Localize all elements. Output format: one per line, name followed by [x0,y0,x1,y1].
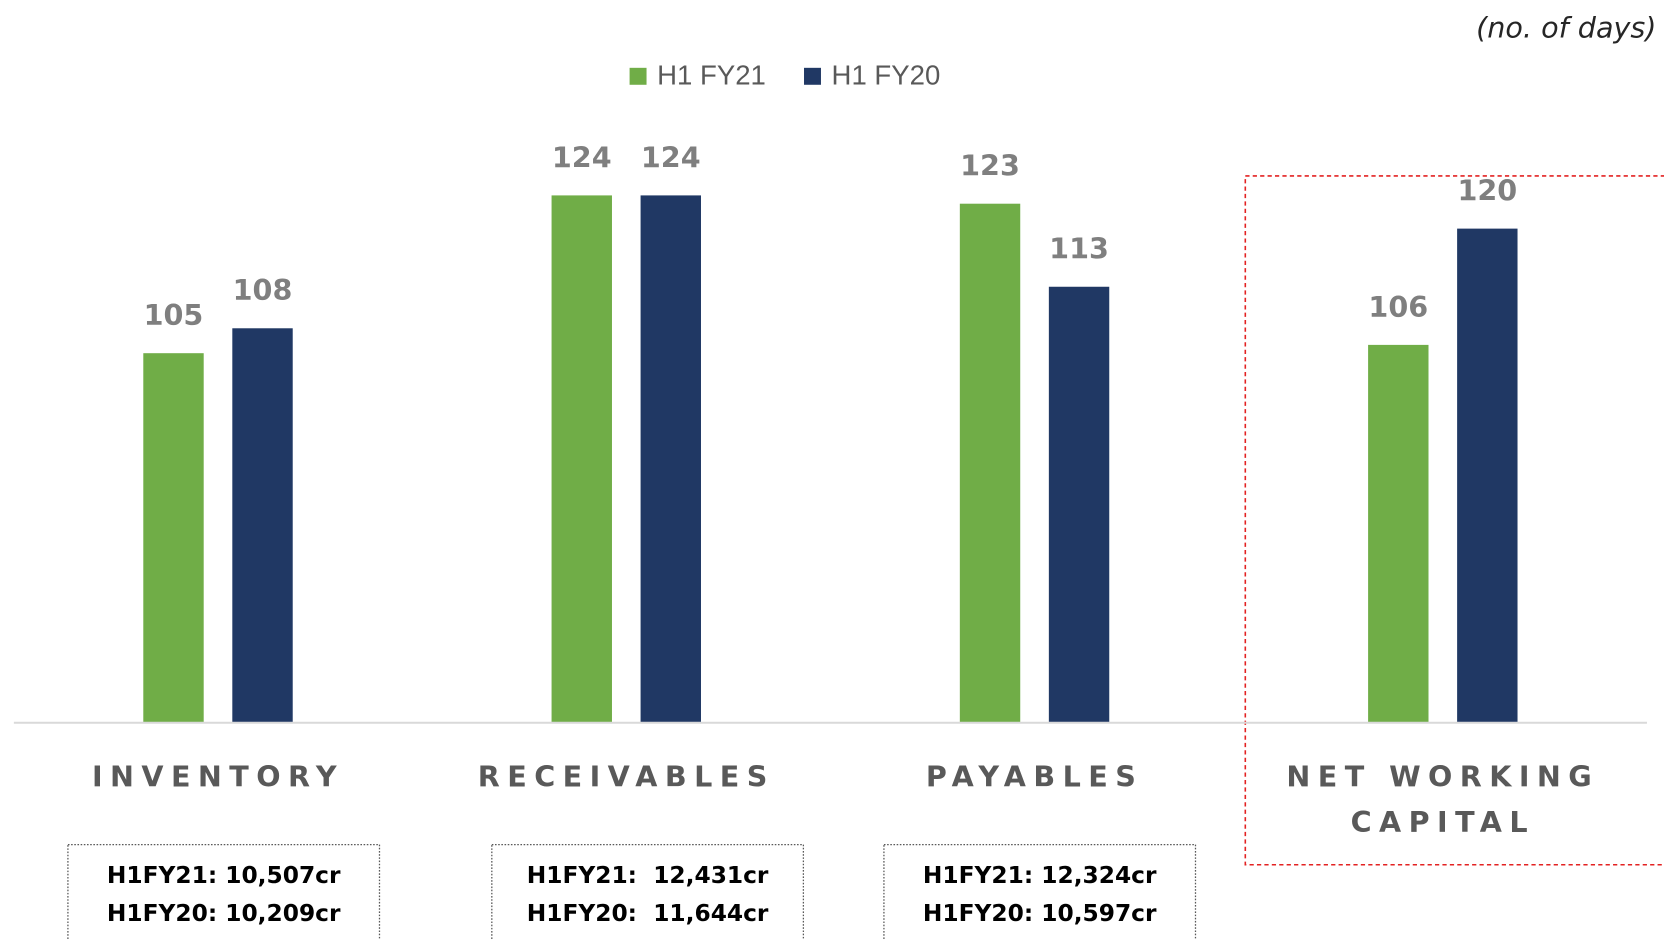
legend-label: H1 FY21 [657,60,766,91]
value-label: 108 [233,273,293,307]
bar [1457,228,1518,723]
note-text: H1FY21: 12,431cr [527,862,769,889]
note-box [491,843,805,940]
bar [959,203,1021,723]
x-label-box: PAYABLES [925,760,1144,794]
note-text: H1FY20: 10,209cr [107,900,341,927]
value-label: 106 [1368,290,1428,324]
bar [1048,286,1110,723]
x-tick-label: PAYABLES [925,760,1144,794]
value-label: 124 [641,140,701,174]
value-label: 105 [144,298,204,332]
value-label: 120 [1457,174,1517,208]
bar [640,195,701,723]
x-tick-label: INVENTORY [91,760,345,794]
legend-swatch [629,67,647,85]
note-text: H1FY21: 10,507cr [107,862,341,889]
x-label-box: INVENTORY [91,760,345,794]
note-text: H1FY20: 11,644cr [527,900,769,927]
x-label-box: NET WORKING CAPITAL [1286,760,1600,840]
legend-swatch [804,67,821,85]
note-box [883,843,1197,940]
value-label: 123 [960,149,1020,183]
value-label: 113 [1049,232,1109,266]
legend-label: H1 FY20 [832,60,941,91]
x-tick-label: RECEIVABLES [477,760,775,794]
unit-note: (no. of days) [1476,11,1656,45]
note-text: H1FY21: 12,324cr [923,862,1157,889]
note-text: H1FY20: 10,597cr [923,900,1157,927]
bar [1368,344,1429,723]
bar [551,195,612,723]
bar [143,353,204,723]
note-box [67,843,381,940]
x-tick-label: NET WORKING CAPITAL [1286,760,1600,840]
x-label-box: RECEIVABLES [477,760,775,794]
value-label: 124 [552,140,612,174]
bar [232,328,293,723]
